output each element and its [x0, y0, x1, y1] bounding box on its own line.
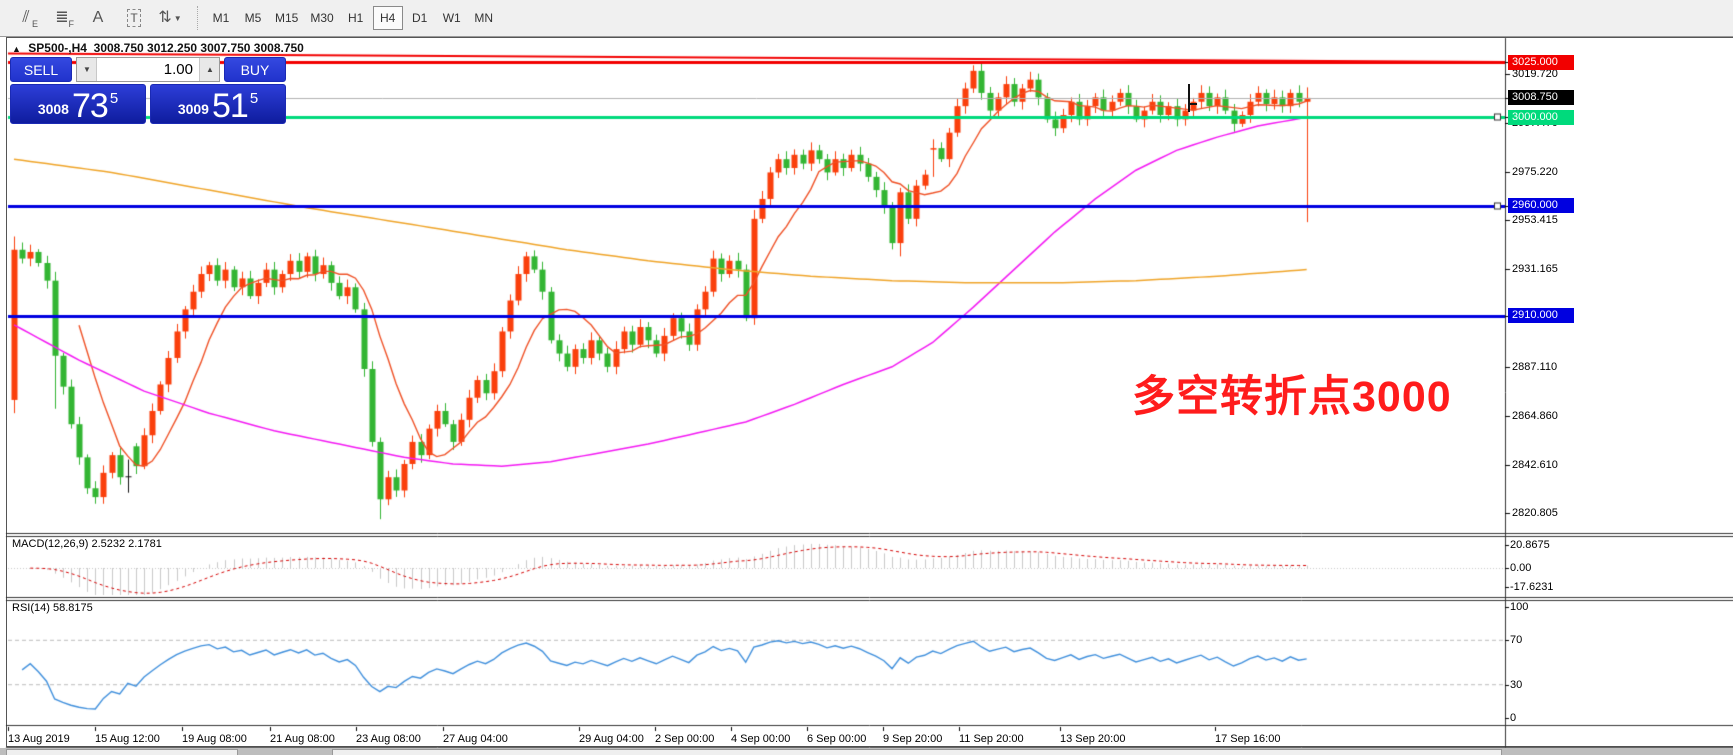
volume-spinner: ▼ ▲: [76, 57, 220, 82]
time-axis-label: 23 Aug 08:00: [356, 733, 421, 745]
volume-decrease-button[interactable]: ▼: [77, 58, 97, 81]
collapse-arrow-icon[interactable]: ▲: [12, 44, 21, 54]
bottom-strip: [0, 748, 1733, 755]
time-axis-label: 15 Aug 12:00: [95, 733, 160, 745]
rsi-axis-label: 70: [1510, 634, 1523, 647]
price-axis-tick-label: 2820.805: [1512, 507, 1558, 519]
time-axis-label: 27 Aug 04:00: [443, 733, 508, 745]
symbol-name: SP500-,H4: [28, 41, 87, 55]
volume-increase-button[interactable]: ▲: [199, 58, 219, 81]
price-level-badge: 3025.000: [1508, 54, 1574, 70]
mouse-cursor-icon: [1188, 84, 1197, 112]
price-level-badge: 3008.750: [1508, 90, 1574, 106]
bid-price-box[interactable]: 3008 73 5: [10, 84, 146, 124]
bottom-tab-segment[interactable]: [6, 749, 238, 755]
macd-axis-label: 20.8675: [1510, 539, 1550, 551]
time-axis-label: 2 Sep 00:00: [655, 733, 715, 745]
time-axis-label: 13 Sep 20:00: [1060, 733, 1126, 745]
time-axis-label: 17 Sep 16:00: [1215, 733, 1281, 745]
ohlc-values: 3008.750 3012.250 3007.750 3008.750: [93, 41, 304, 55]
time-axis-label: 29 Aug 04:00: [579, 733, 644, 745]
time-axis-label: 6 Sep 00:00: [807, 733, 867, 745]
time-axis-label: 11 Sep 20:00: [959, 733, 1024, 745]
time-axis-label: 21 Aug 08:00: [270, 733, 335, 745]
price-level-badge: 2910.000: [1508, 308, 1574, 324]
price-axis-tick-label: 2864.860: [1512, 409, 1558, 422]
price-axis-tick-label: 2887.110: [1512, 360, 1558, 373]
rsi-label: RSI(14) 58.8175: [12, 602, 93, 614]
chart-annotation-text: 多空转折点3000: [1132, 373, 1452, 421]
sell-button[interactable]: SELL: [10, 57, 72, 82]
price-level-badge: 2960.000: [1508, 198, 1574, 214]
time-axis-label: 19 Aug 08:00: [182, 733, 247, 745]
macd-axis-label: 0.00: [1510, 562, 1532, 574]
ask-price-box[interactable]: 3009 51 5: [150, 84, 286, 124]
bid-main: 3008: [37, 101, 69, 117]
time-axis-label: 13 Aug 2019: [8, 733, 70, 745]
time-axis-label: 9 Sep 20:00: [883, 733, 943, 745]
rsi-axis-label: 100: [1510, 601, 1529, 613]
price-level-badge: 3000.000: [1508, 109, 1574, 125]
bottom-tab-segment[interactable]: [332, 749, 1502, 755]
one-click-trading-panel: SELL ▼ ▲ BUY 3008 73 5 3009 51 5: [10, 57, 286, 124]
ask-big: 51: [211, 87, 249, 125]
price-axis-tick-label: 3019.720: [1512, 67, 1558, 80]
macd-axis-label: -17.6231: [1510, 581, 1554, 594]
buy-button[interactable]: BUY: [224, 57, 286, 82]
bid-sup: 5: [109, 90, 119, 107]
time-axis-label: 4 Sep 00:00: [731, 733, 791, 745]
volume-input[interactable]: [97, 58, 199, 81]
bid-big: 73: [71, 87, 109, 125]
price-axis-tick-label: 2953.415: [1512, 214, 1558, 227]
price-axis-tick-label: 2975.220: [1512, 165, 1558, 178]
ask-main: 3009: [177, 101, 209, 117]
chart-title: ▲ SP500-,H4 3008.750 3012.250 3007.750 3…: [12, 41, 304, 55]
rsi-axis-label: 30: [1510, 678, 1523, 691]
rsi-axis-label: 0: [1510, 712, 1517, 724]
price-axis-tick-label: 2931.165: [1512, 263, 1558, 276]
macd-label: MACD(12,26,9) 2.5232 2.1781: [12, 538, 162, 550]
price-axis-tick-label: 2842.610: [1512, 458, 1558, 471]
ask-sup: 5: [249, 90, 259, 107]
